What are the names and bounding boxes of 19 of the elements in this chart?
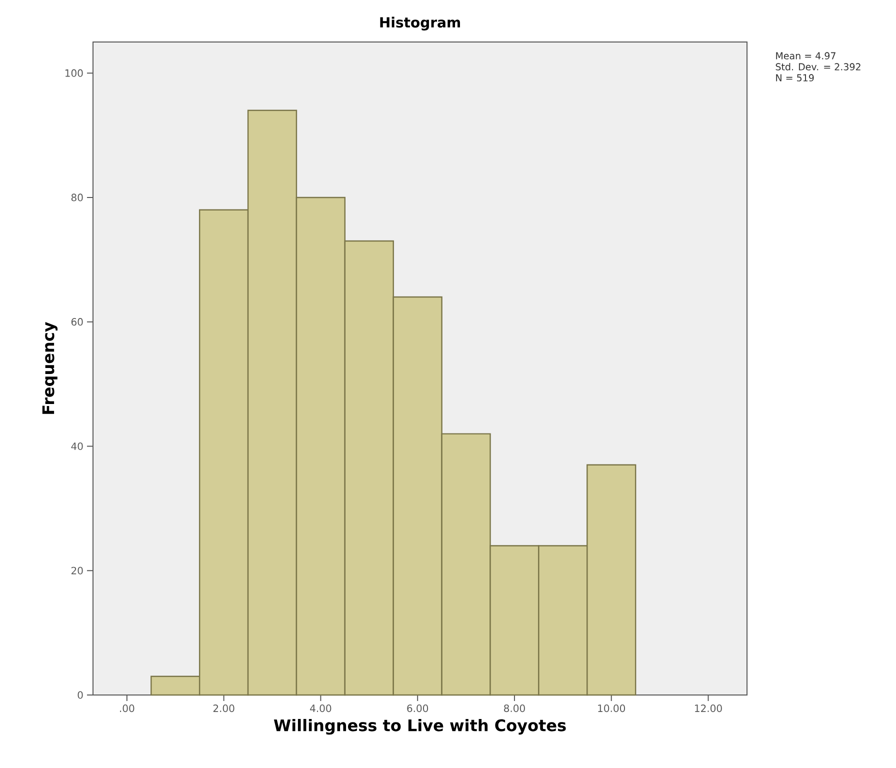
y-tick-label: 60 (71, 318, 83, 326)
x-tick-label: 2.00 (213, 704, 234, 712)
chart-title: Histogram (380, 16, 460, 30)
y-tick-label: 0 (78, 691, 83, 699)
y-axis-title: Frequency (42, 322, 58, 414)
y-tick-label: 20 (71, 566, 83, 574)
x-tick-label: 6.00 (407, 704, 428, 712)
y-tick-label: 80 (71, 194, 83, 202)
x-tick-label: 4.00 (310, 704, 332, 712)
y-tick-label: 40 (71, 442, 83, 450)
x-tick-label: .00 (120, 704, 134, 712)
text: N = 519 (776, 74, 814, 82)
y-tick-label: 100 (65, 69, 83, 77)
x-tick-label: 10.00 (598, 704, 626, 712)
x-tick-label: 12.00 (695, 704, 722, 712)
x-tick-label: 8.00 (504, 704, 525, 712)
x-axis-title: Willingness to Live with Coyotes (274, 718, 566, 735)
text: Mean = 4.97 (776, 52, 836, 60)
text: Std. Dev. = 2.392 (776, 63, 860, 70)
